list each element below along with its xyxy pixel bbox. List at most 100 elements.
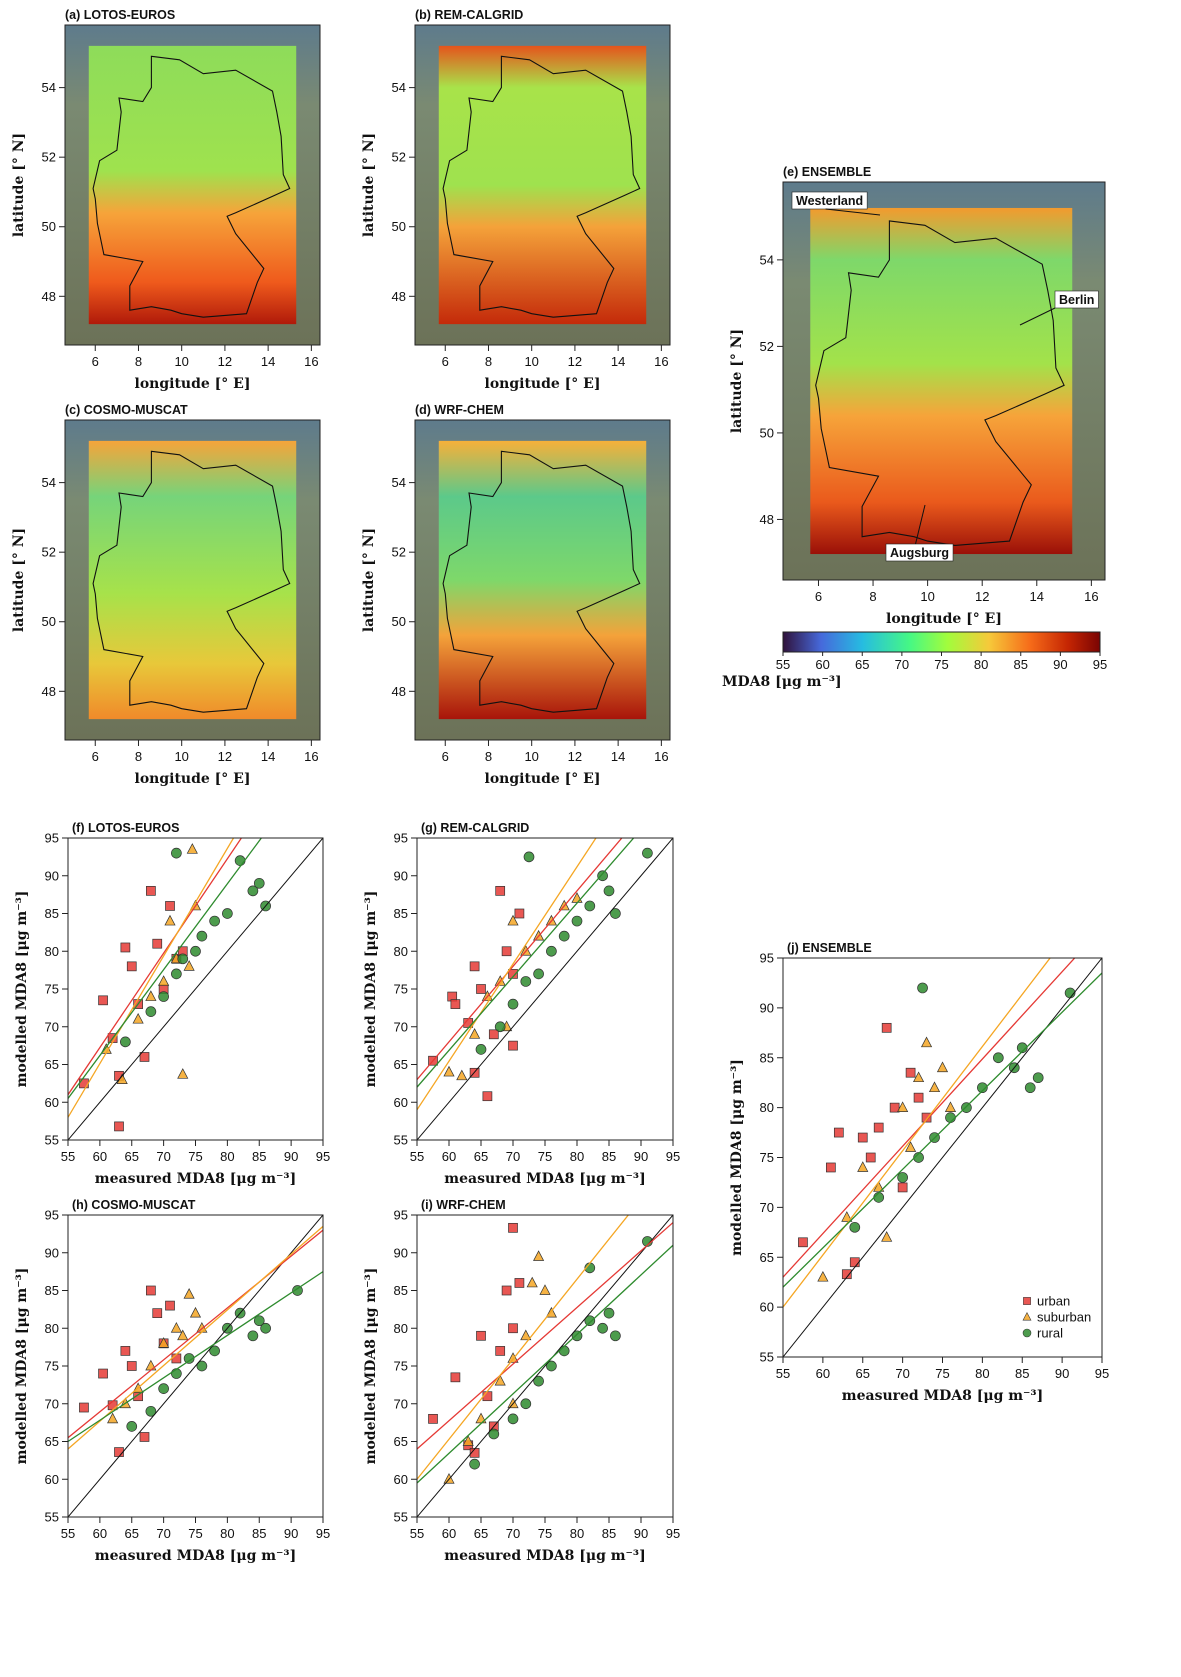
circle-point: [520, 976, 532, 987]
triangle-point: [912, 1071, 925, 1083]
circle-point: [190, 945, 201, 957]
colorbar-tick-label: 95: [1093, 657, 1107, 672]
circle-point: [253, 1315, 265, 1327]
place-label-box: [1054, 290, 1099, 309]
x-tick-label: 14: [261, 749, 275, 764]
y-tick-label: 48: [392, 289, 406, 304]
x-tick-label: 65: [125, 1149, 139, 1164]
circle-point: [475, 1044, 487, 1055]
square-point: [139, 1052, 150, 1062]
circle-point: [584, 1315, 596, 1327]
fit-line: [417, 1215, 630, 1480]
square-point: [905, 1067, 916, 1078]
square-point: [881, 1022, 892, 1033]
triangle-point: [533, 1250, 545, 1261]
square-point: [921, 1112, 932, 1123]
model-field: [438, 440, 647, 720]
circle-point: [945, 1112, 956, 1123]
x-tick-label: 8: [135, 354, 142, 369]
y-tick-label: 80: [45, 1321, 59, 1336]
x-tick-label: 14: [611, 354, 625, 369]
x-tick-label: 85: [252, 1149, 266, 1164]
square-point: [114, 1447, 124, 1457]
y-axis-label: modelled MDA8 [μg m⁻³]: [363, 1268, 379, 1465]
plot-area: [417, 1215, 673, 1517]
legend-label: suburban: [1037, 1310, 1091, 1325]
x-axis-label: longitude [° E]: [135, 771, 251, 787]
x-tick-label: 14: [611, 749, 625, 764]
y-tick-label: 54: [392, 475, 406, 490]
circle-point: [571, 1330, 583, 1342]
y-tick-label: 70: [394, 1396, 408, 1411]
legend-label: rural: [1037, 1326, 1063, 1341]
colorbar: [782, 631, 1101, 653]
y-tick-label: 60: [760, 1300, 774, 1315]
circle-point: [209, 1345, 220, 1357]
germany-outline: [815, 220, 1065, 546]
x-tick-label: 75: [935, 1366, 949, 1381]
triangle-point: [177, 1329, 189, 1341]
square-point: [450, 999, 461, 1009]
colorbar-tick-label: 80: [974, 657, 988, 672]
square-point: [501, 946, 512, 957]
x-tick-label: 6: [92, 354, 99, 369]
x-axis-label: measured MDA8 [μg m⁻³]: [444, 1171, 645, 1187]
circle-point: [120, 1036, 131, 1048]
circle-point: [171, 968, 182, 980]
x-tick-label: 12: [218, 354, 232, 369]
y-axis-label: modelled MDA8 [μg m⁻³]: [729, 1059, 745, 1256]
circle-point: [253, 877, 265, 889]
y-tick-label: 52: [42, 545, 56, 560]
x-tick-label: 95: [1095, 1366, 1109, 1381]
y-tick-label: 54: [42, 475, 56, 490]
plot-area: [417, 838, 673, 1140]
colorbar-tick-label: 55: [776, 657, 790, 672]
square-point: [146, 1285, 156, 1296]
triangle-point: [177, 1068, 189, 1079]
y-axis-label: latitude [° N]: [361, 528, 377, 632]
x-tick-label: 90: [1055, 1366, 1069, 1381]
x-tick-label: 85: [602, 1526, 616, 1541]
colorbar-tick-label: 75: [934, 657, 948, 672]
triangle-point: [944, 1101, 957, 1112]
fit-line: [68, 1271, 323, 1443]
x-tick-label: 85: [1015, 1366, 1029, 1381]
triangle-point: [494, 1374, 506, 1386]
circle-point: [849, 1221, 861, 1233]
square-point: [146, 885, 156, 896]
x-tick-label: 6: [815, 589, 822, 604]
y-tick-label: 60: [45, 1095, 59, 1110]
y-tick-label: 52: [42, 150, 56, 165]
square-point: [841, 1269, 852, 1280]
square-point: [508, 969, 518, 979]
fit-line: [783, 958, 1076, 1278]
germany-outline: [442, 450, 641, 713]
legend-marker: [1022, 1328, 1032, 1338]
x-tick-label: 70: [506, 1149, 520, 1164]
y-tick-label: 65: [45, 1057, 59, 1072]
triangle-point: [462, 1435, 474, 1446]
colorbar-tick-label: 60: [815, 657, 829, 672]
circle-point: [546, 1360, 557, 1372]
x-axis-label: measured MDA8 [μg m⁻³]: [444, 1548, 645, 1564]
fit-line: [417, 838, 623, 1081]
square-point: [98, 1368, 108, 1379]
circle-point: [158, 991, 169, 1002]
square-point: [865, 1152, 876, 1163]
y-tick-label: 55: [45, 1133, 59, 1148]
square-point: [450, 1372, 461, 1383]
y-tick-label: 75: [45, 982, 59, 997]
triangle-point: [507, 914, 519, 926]
square-point: [897, 1182, 908, 1193]
x-tick-label: 80: [570, 1526, 584, 1541]
y-tick-label: 60: [394, 1472, 408, 1487]
square-point: [476, 1330, 486, 1341]
x-tick-label: 10: [174, 354, 188, 369]
square-point: [428, 1413, 438, 1424]
x-axis-label: longitude [° E]: [485, 771, 601, 787]
y-tick-label: 80: [394, 1321, 408, 1336]
x-tick-label: 8: [485, 749, 492, 764]
panel-title: (i) WRF-CHEM: [421, 1198, 506, 1212]
circle-point: [469, 1458, 480, 1470]
x-tick-label: 8: [869, 589, 876, 604]
